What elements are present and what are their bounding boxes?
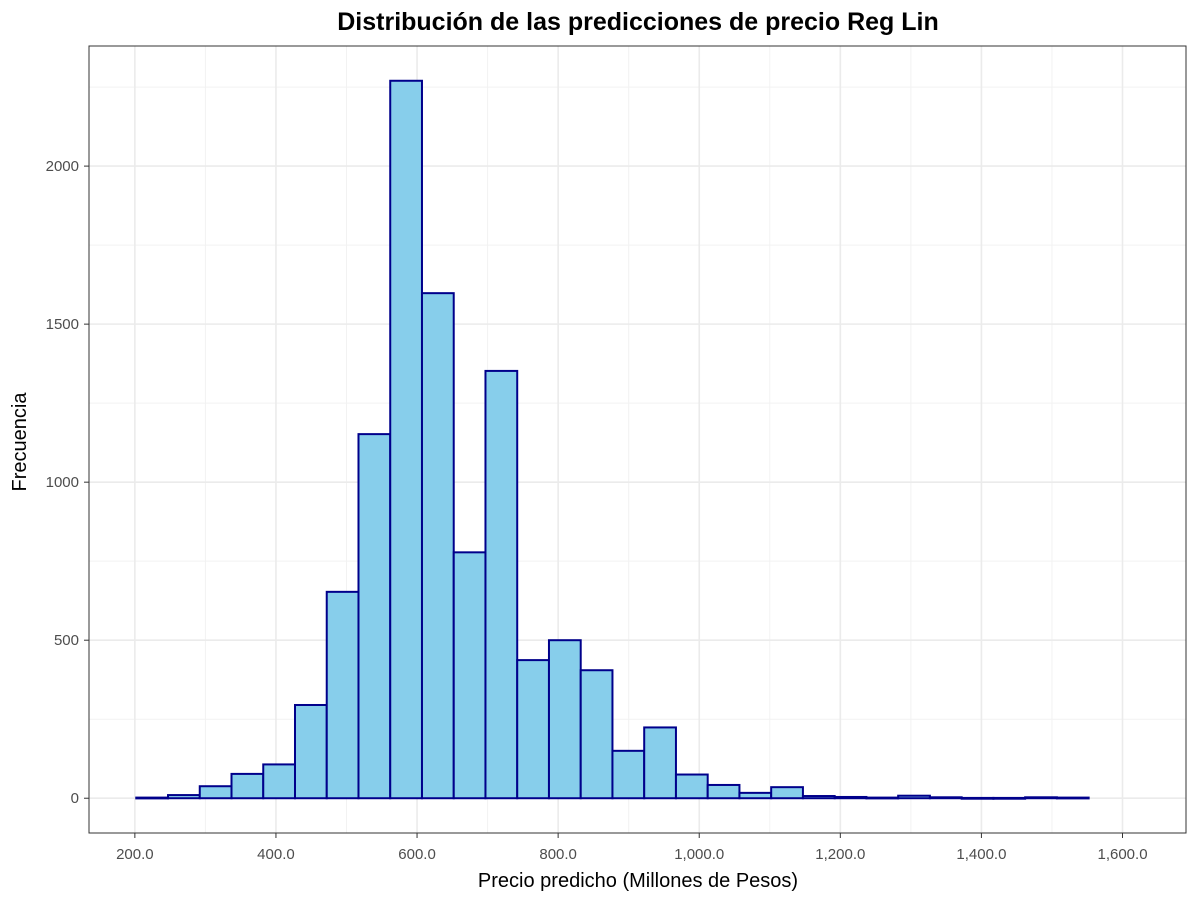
histogram-bar-3 [230,772,265,800]
x-axis-ticks: 200.0 400.0 600.0 800.0 1,000.0 1,200.0 1,400.… [116,833,1148,863]
histogram-bar-18 [706,783,741,800]
histogram-bar-13 [547,639,582,800]
x-axis-title: Precio predicho (Millones de Pesos) [478,870,798,892]
histogram-bar-17 [674,773,709,800]
histogram-bar-19 [738,791,773,800]
histogram-bar-22 [833,795,868,800]
histogram-bar-14 [579,669,614,800]
x-tick-label: 800.0 [539,846,577,863]
histogram-bar-20 [770,786,804,800]
histogram-bar-16 [643,726,677,800]
y-axis-title: Frecuencia [9,392,31,492]
histogram-bar-6 [325,590,360,800]
chart-title: Distribución de las predicciones de prec… [337,8,939,36]
histogram-bar-7 [357,433,392,800]
x-tick-label: 1,000.0 [674,846,724,863]
histogram-bar-10 [452,551,487,800]
x-tick-label: 200.0 [116,846,154,863]
histogram-bar-23 [865,796,900,800]
histogram-bar-2 [198,785,233,800]
histogram-bar-27 [992,796,1027,800]
histogram-bar-0 [135,796,170,800]
histogram-bar-26 [960,796,995,800]
histogram-bar-1 [167,794,201,800]
y-tick-label: 1500 [46,316,79,333]
histogram-bars [135,79,1090,800]
histogram-bar-15 [611,749,646,800]
histogram-bar-25 [928,796,963,800]
x-tick-label: 1,400.0 [956,846,1006,863]
histogram-bar-11 [484,369,519,800]
x-tick-label: 1,200.0 [815,846,865,863]
panel-border [88,45,1187,834]
histogram-bar-8 [389,79,423,800]
y-tick-label: 1000 [46,474,79,491]
y-tick-label: 2000 [46,158,79,175]
x-tick-label: 1,600.0 [1097,846,1147,863]
histogram-bar-24 [897,794,931,800]
y-tick-label: 500 [54,632,79,649]
histogram-bar-28 [1024,796,1058,800]
histogram-bar-21 [801,795,836,800]
histogram-bar-12 [516,659,550,800]
y-tick-label: 0 [71,790,79,807]
histogram-bar-29 [1055,796,1090,800]
x-tick-label: 600.0 [398,846,436,863]
histogram-bar-9 [420,292,455,800]
x-tick-label: 400.0 [257,846,295,863]
histogram-bar-4 [262,763,296,800]
histogram-bar-5 [293,703,328,800]
y-axis-ticks: 0 500 1000 1500 2000 [46,158,89,807]
